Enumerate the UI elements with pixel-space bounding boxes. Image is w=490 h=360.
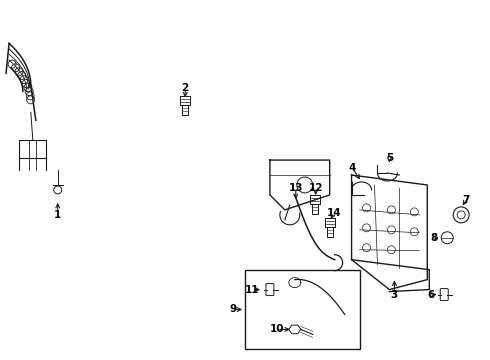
Text: 6: 6 (428, 289, 435, 300)
Text: 10: 10 (270, 324, 284, 334)
FancyBboxPatch shape (440, 289, 448, 301)
Text: 8: 8 (431, 233, 438, 243)
Bar (245, 270, 360, 349)
Text: 9: 9 (229, 305, 237, 315)
Text: 5: 5 (386, 153, 393, 163)
Text: 13: 13 (289, 183, 303, 193)
Text: 2: 2 (182, 84, 189, 93)
Text: 14: 14 (326, 208, 341, 218)
Text: 12: 12 (309, 183, 323, 193)
FancyBboxPatch shape (266, 284, 274, 296)
Text: 1: 1 (54, 210, 61, 220)
Text: 11: 11 (245, 284, 259, 294)
Text: 4: 4 (349, 163, 356, 173)
Text: 7: 7 (463, 195, 470, 205)
Text: 3: 3 (391, 289, 398, 300)
